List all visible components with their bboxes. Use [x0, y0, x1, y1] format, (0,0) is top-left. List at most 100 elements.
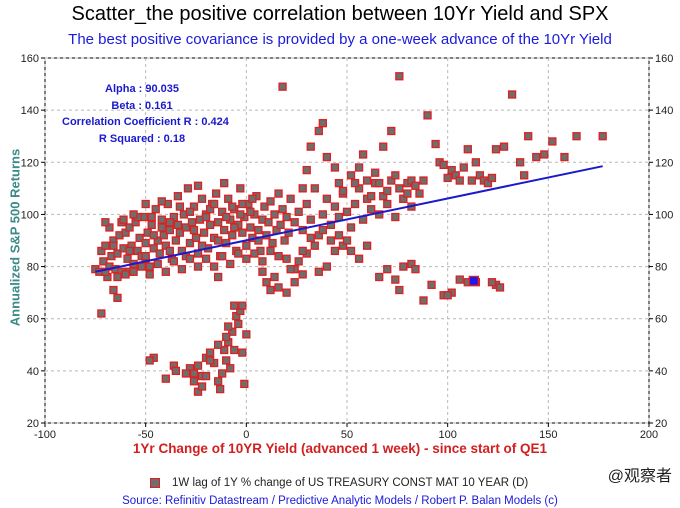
- data-point: [298, 184, 307, 193]
- data-point: [181, 223, 191, 232]
- data-point: [375, 178, 384, 188]
- data-point: [220, 225, 229, 235]
- y-axis-label: Annualized S&P 500 Returns: [7, 148, 23, 327]
- data-point: [218, 251, 227, 261]
- regression-line: [95, 165, 603, 273]
- data-point: [330, 163, 340, 172]
- data-point: [274, 189, 283, 198]
- data-point: [282, 254, 291, 263]
- data-point: [302, 165, 311, 175]
- data-point: [318, 225, 327, 235]
- data-point: [137, 262, 146, 271]
- data-point: [181, 369, 191, 378]
- data-point: [354, 163, 364, 172]
- y-tick-label-right: 80: [655, 262, 667, 274]
- data-point: [125, 246, 134, 256]
- y-tick-label-left: 160: [21, 53, 39, 65]
- data-point: [322, 152, 332, 162]
- data-point: [226, 259, 235, 269]
- data-point: [560, 152, 569, 162]
- data-point: [220, 178, 229, 188]
- data-point: [507, 90, 517, 99]
- data-point: [338, 186, 348, 196]
- data-point: [346, 223, 356, 232]
- data-point: [455, 176, 464, 185]
- data-point: [205, 356, 215, 365]
- data-point: [268, 238, 277, 248]
- data-point: [240, 379, 249, 389]
- data-point: [145, 270, 154, 279]
- data-point: [375, 272, 384, 282]
- data-point: [242, 254, 251, 263]
- data-point: [175, 228, 185, 237]
- data-point: [572, 132, 581, 141]
- data-point: [471, 158, 481, 167]
- data-point: [350, 199, 360, 209]
- data-point: [151, 205, 160, 214]
- data-point: [391, 275, 400, 284]
- data-point: [367, 205, 376, 214]
- chart-title: Scatter_the positive correlation between…: [71, 3, 609, 25]
- data-point: [153, 259, 162, 269]
- y-tick-label-right: 120: [655, 157, 673, 169]
- data-point: [342, 236, 352, 245]
- data-point: [455, 275, 464, 284]
- data-point: [193, 361, 203, 370]
- data-point: [350, 178, 360, 188]
- data-point: [171, 236, 181, 245]
- data-point: [145, 356, 154, 365]
- data-point: [459, 163, 468, 172]
- data-point: [326, 236, 336, 245]
- y-tick-label-right: 40: [655, 366, 667, 378]
- data-point: [495, 283, 505, 292]
- data-point: [101, 218, 110, 227]
- y-tick-label-left: 120: [21, 157, 39, 169]
- data-point: [282, 288, 291, 297]
- data-point: [193, 262, 203, 271]
- data-point: [129, 210, 138, 219]
- data-point: [157, 223, 166, 232]
- data-point: [419, 176, 428, 185]
- data-point: [264, 218, 273, 227]
- data-point: [314, 267, 323, 276]
- y-tick-label-left: 80: [27, 262, 39, 274]
- data-point: [213, 377, 223, 386]
- data-point: [403, 189, 412, 198]
- data-point: [306, 215, 315, 224]
- data-point: [226, 364, 235, 373]
- data-point: [266, 197, 275, 206]
- data-point: [101, 267, 110, 276]
- data-point: [431, 139, 440, 149]
- data-point: [209, 262, 219, 271]
- data-point: [97, 309, 106, 318]
- data-point: [183, 184, 193, 193]
- data-point: [109, 241, 118, 250]
- data-point: [342, 207, 352, 216]
- data-point: [230, 345, 239, 355]
- data-point: [185, 254, 195, 263]
- y-tick-label-left: 40: [27, 366, 39, 378]
- data-point: [524, 132, 533, 141]
- data-point: [238, 228, 247, 237]
- data-point: [290, 278, 299, 287]
- data-point: [395, 285, 404, 295]
- data-point: [391, 212, 400, 222]
- data-point: [383, 186, 392, 196]
- data-point: [395, 72, 404, 81]
- data-point: [238, 301, 247, 310]
- data-point: [346, 171, 356, 180]
- data-point: [322, 262, 332, 271]
- data-point: [209, 199, 219, 209]
- y-tick-label-left: 20: [27, 418, 39, 430]
- x-tick-label: 200: [640, 429, 658, 441]
- y-tick-label-right: 140: [655, 105, 673, 117]
- data-point: [262, 278, 271, 287]
- data-point: [310, 184, 319, 193]
- data-point: [334, 178, 344, 188]
- data-point: [201, 371, 211, 381]
- data-point: [145, 262, 154, 271]
- data-point: [419, 296, 428, 305]
- data-point: [274, 283, 283, 292]
- data-point: [540, 150, 549, 159]
- data-point: [270, 272, 279, 282]
